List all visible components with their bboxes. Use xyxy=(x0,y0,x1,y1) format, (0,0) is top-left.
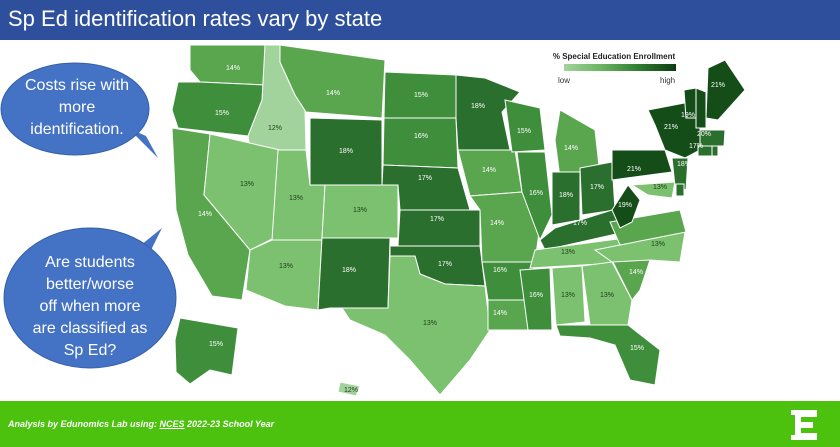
state-label-nj: 18% xyxy=(677,161,691,168)
state-label-pa: 21% xyxy=(627,166,641,173)
state-label-vt: 19% xyxy=(681,112,695,119)
state-il xyxy=(516,151,553,242)
state-label-ma: 17% xyxy=(689,143,703,150)
state-label-sc: 14% xyxy=(629,269,643,276)
callout-bubble-bottom xyxy=(3,227,177,369)
state-label-wi: 15% xyxy=(517,128,531,135)
state-wi xyxy=(504,99,546,153)
state-de xyxy=(675,183,685,197)
state-pa xyxy=(611,149,673,181)
state-label-mn: 18% xyxy=(471,103,485,110)
state-ga xyxy=(581,261,633,326)
callout-text-costs: Costs rise with more identification. xyxy=(12,75,142,141)
edunomics-e-logo-icon xyxy=(791,410,817,440)
source-caption: Analysis by Edunomics Lab using: NCES 20… xyxy=(8,419,274,429)
callout-line: better/worse xyxy=(45,276,135,293)
state-label-ut: 13% xyxy=(289,195,303,202)
legend-low-label: low xyxy=(558,76,571,85)
state-mn xyxy=(455,74,521,151)
callout-line: more xyxy=(58,99,96,116)
state-label-mt: 14% xyxy=(326,90,340,97)
page-title: Sp Ed identification rates vary by state xyxy=(8,6,383,31)
legend-high-label: high xyxy=(660,76,676,85)
state-label-nc: 13% xyxy=(651,241,665,248)
map-legend: % Special Education Enrollment low high xyxy=(544,52,684,85)
state-label-fl: 15% xyxy=(630,345,644,352)
state-label-tn: 13% xyxy=(561,249,575,256)
state-hi xyxy=(337,381,361,397)
callout-line: Sp Ed? xyxy=(63,342,117,359)
state-label-md: 13% xyxy=(653,184,667,191)
state-fl xyxy=(555,324,661,386)
state-label-nv: 13% xyxy=(240,181,254,188)
state-al xyxy=(551,265,586,326)
callout-line: off when more xyxy=(39,298,141,315)
state-sd xyxy=(382,117,459,169)
state-label-oh: 17% xyxy=(590,184,604,191)
state-tx xyxy=(341,255,491,396)
state-mt xyxy=(279,44,386,119)
state-label-ak: 15% xyxy=(209,341,223,348)
state-label-ks: 17% xyxy=(430,216,444,223)
state-label-ne: 17% xyxy=(418,175,432,182)
callout-line: identification. xyxy=(30,121,124,138)
source-link[interactable]: NCES xyxy=(159,419,185,429)
state-ak xyxy=(174,317,239,385)
state-label-il: 16% xyxy=(529,190,543,197)
state-me xyxy=(705,59,746,121)
state-label-tx: 13% xyxy=(423,320,437,327)
state-ma xyxy=(699,129,726,147)
callout-line: are classified as xyxy=(32,320,148,337)
state-label-mi: 14% xyxy=(564,145,578,152)
callout-line: Are students xyxy=(45,254,135,271)
state-label-la: 14% xyxy=(493,310,507,317)
state-label-ga: 13% xyxy=(600,292,614,299)
state-label-in: 18% xyxy=(559,192,573,199)
state-nh xyxy=(695,87,707,129)
state-label-az: 13% xyxy=(279,263,293,270)
state-nv xyxy=(203,133,281,251)
state-ri xyxy=(711,145,719,157)
state-label-ok: 17% xyxy=(438,261,452,268)
state-label-al: 13% xyxy=(561,292,575,299)
callout-bubble-top xyxy=(0,62,158,158)
state-az xyxy=(245,239,323,311)
us-choropleth-map: 14% 15% 14% 12% 13% 14% 18% 13% 13% 13% 18% 15% 16% 1… xyxy=(0,44,746,397)
caption-prefix: Analysis by Edunomics Lab using: xyxy=(8,419,160,429)
legend-color-bar xyxy=(564,64,676,71)
state-label-co: 13% xyxy=(353,207,367,214)
caption-suffix: 2022-23 School Year xyxy=(184,419,275,429)
state-label-nm: 18% xyxy=(342,267,356,274)
callout-line: Costs rise with xyxy=(24,77,130,94)
state-label-ca: 14% xyxy=(198,211,212,218)
state-md xyxy=(630,181,676,199)
state-label-nd: 15% xyxy=(414,92,428,99)
state-label-or: 15% xyxy=(215,110,229,117)
state-label-ia: 14% xyxy=(482,167,496,174)
state-nm xyxy=(317,237,391,311)
state-label-nh: 20% xyxy=(697,131,711,138)
state-nj xyxy=(671,157,689,191)
state-label-wy: 18% xyxy=(339,148,353,155)
footer-bar: Analysis by Edunomics Lab using: NCES 20… xyxy=(0,401,840,447)
header-bar: Sp Ed identification rates vary by state xyxy=(0,0,840,40)
state-label-id: 12% xyxy=(268,125,282,132)
state-label-hi: 12% xyxy=(344,387,358,394)
state-label-me: 21% xyxy=(711,82,725,89)
state-wv xyxy=(611,184,641,229)
callout-text-question: Are students better/worse off when more … xyxy=(14,252,166,362)
state-label-ar: 16% xyxy=(493,267,507,274)
state-label-ny: 21% xyxy=(664,124,678,131)
state-label-ms: 16% xyxy=(529,292,543,299)
legend-title: % Special Education Enrollment xyxy=(552,52,676,61)
state-label-wv: 19% xyxy=(618,202,632,209)
state-label-mo: 14% xyxy=(490,220,504,227)
state-label-va: 14% xyxy=(645,209,659,216)
state-label-sd: 16% xyxy=(414,133,428,140)
state-label-wa: 14% xyxy=(226,65,240,72)
state-ms xyxy=(519,267,553,331)
state-label-ky: 17% xyxy=(573,220,587,227)
